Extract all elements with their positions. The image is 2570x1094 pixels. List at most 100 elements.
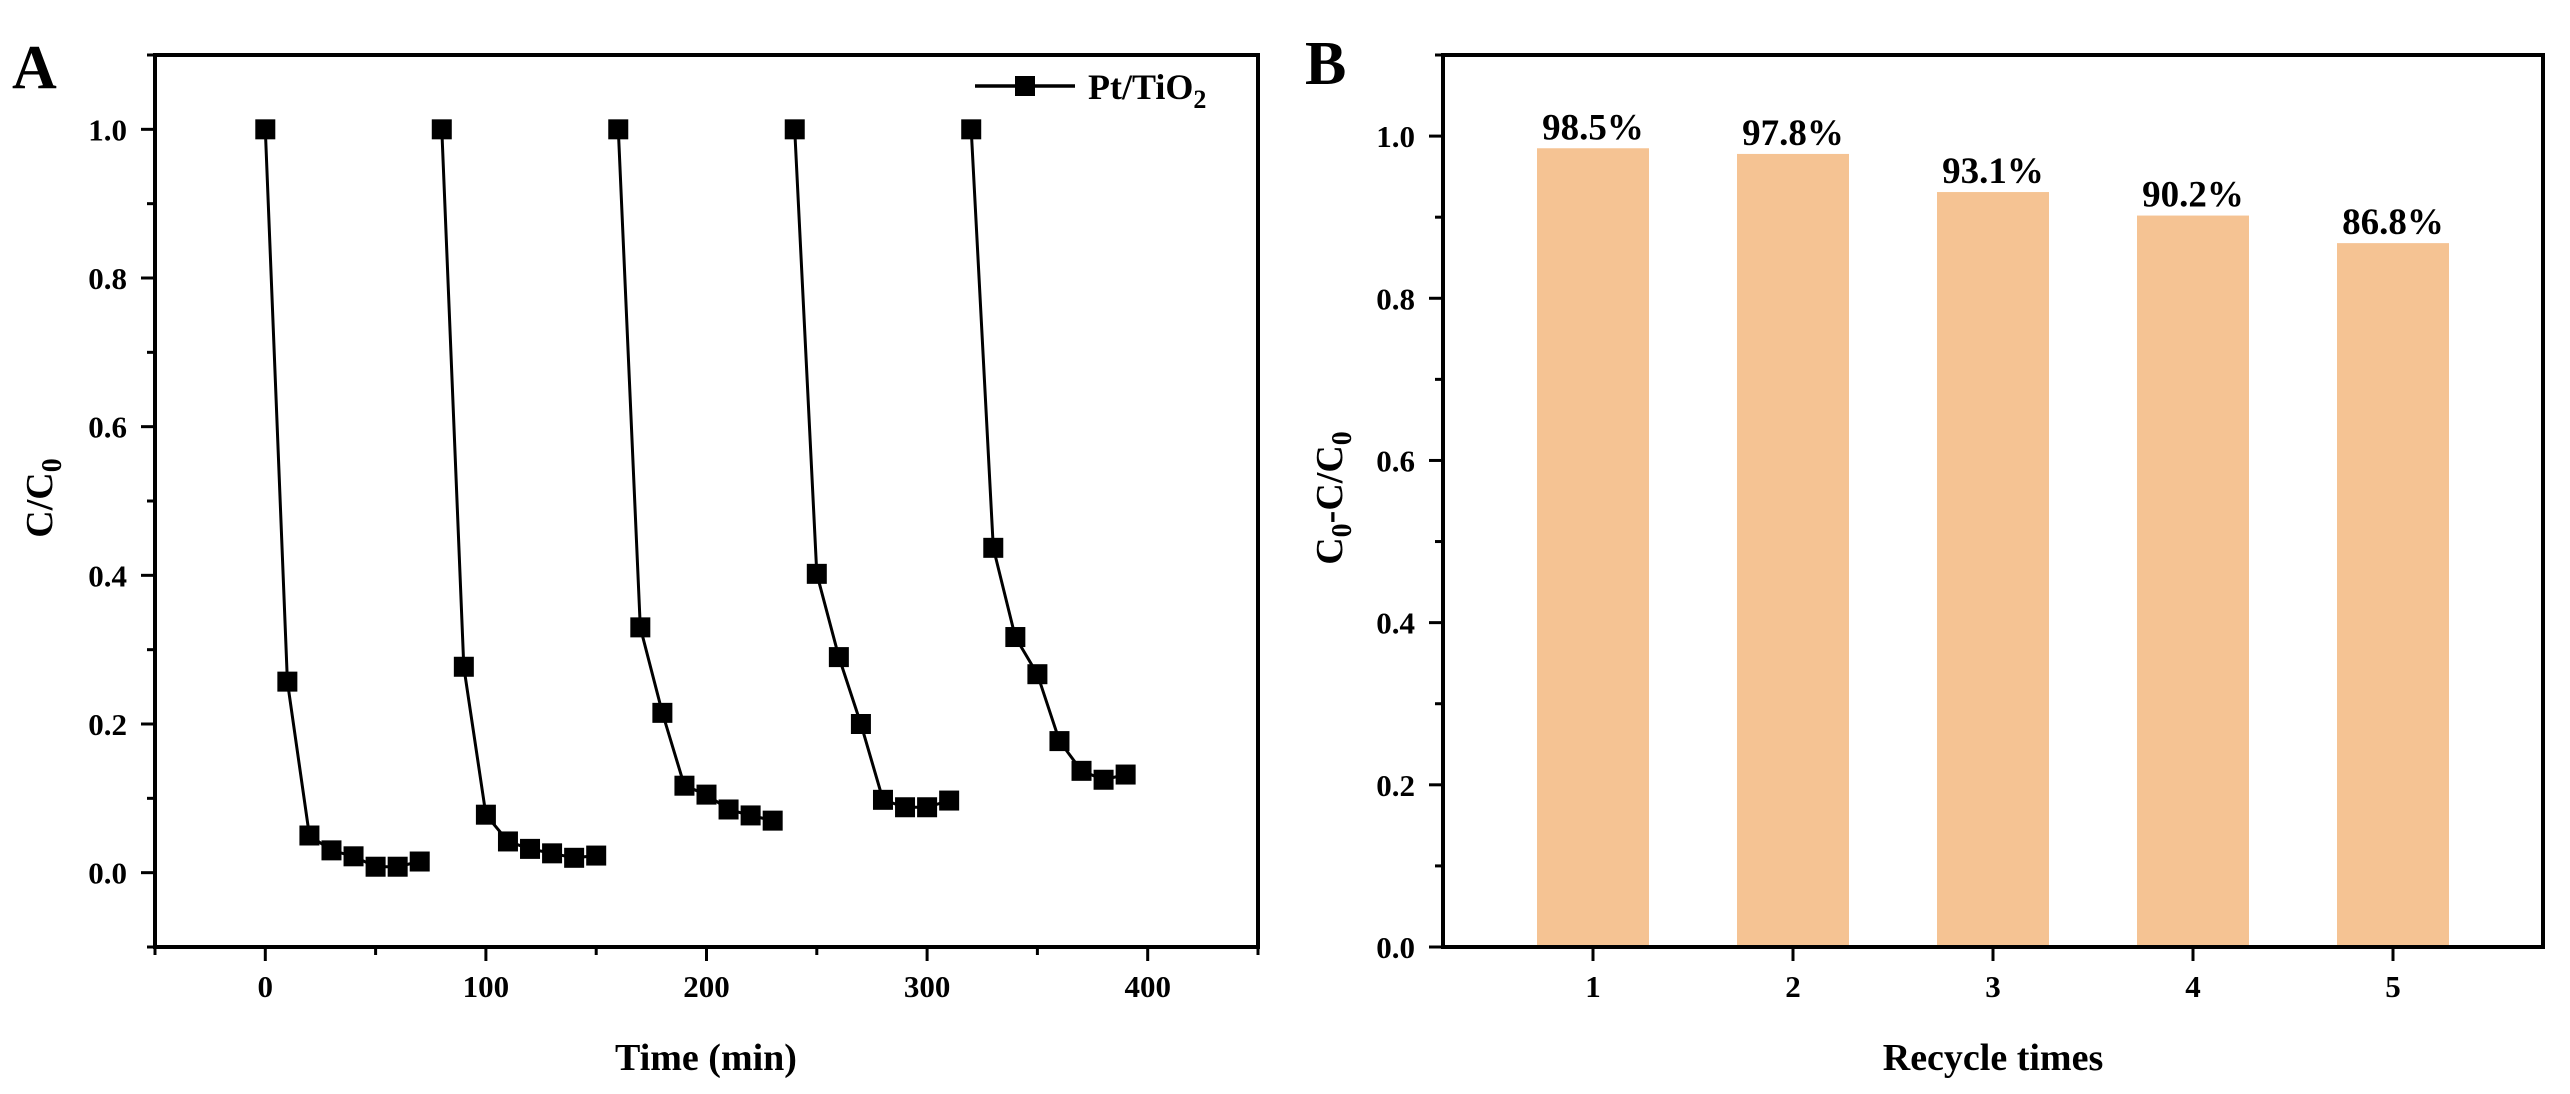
chart-b-data-labels: 98.5% 97.8% 93.1% 90.2% 86.8% bbox=[1542, 107, 2444, 243]
y-tick-label: 0.0 bbox=[88, 856, 127, 891]
data-point bbox=[652, 702, 673, 723]
data-point bbox=[872, 789, 893, 810]
data-point bbox=[740, 805, 761, 826]
series-line bbox=[969, 129, 1126, 782]
y-tick-label: 0.8 bbox=[88, 261, 127, 296]
legend-label-sub: 2 bbox=[1193, 85, 1206, 114]
legend-label: Pt/TiO2 bbox=[1088, 67, 1206, 114]
y-tick-label: 1.0 bbox=[88, 112, 127, 147]
x-tick-label: 1 bbox=[1585, 969, 1601, 1004]
data-point bbox=[387, 856, 408, 877]
data-point bbox=[983, 537, 1004, 558]
chart-a-ticks: 0 100 200 300 400 0.0 0.2 0.4 0.6 0.8 1.0 bbox=[88, 53, 1260, 1004]
data-point bbox=[939, 790, 960, 811]
chart-b-bars bbox=[1537, 148, 2449, 948]
x-tick-label: 2 bbox=[1785, 969, 1801, 1004]
chart-b: 98.5% 97.8% 93.1% 90.2% 86.8% 1 2 3 4 5 0.0 0.2 0.4… bbox=[1309, 53, 2545, 1079]
data-point bbox=[321, 840, 342, 861]
data-point bbox=[299, 825, 320, 846]
x-tick-label: 0 bbox=[258, 969, 274, 1004]
series-line bbox=[440, 129, 597, 860]
panel-label-a: A bbox=[12, 34, 57, 102]
y-tick-label: 0.0 bbox=[1376, 930, 1415, 965]
data-point bbox=[1093, 769, 1114, 790]
data-point bbox=[255, 119, 276, 140]
panel-label-b: B bbox=[1305, 30, 1346, 98]
data-point bbox=[1027, 664, 1048, 685]
data-point bbox=[365, 856, 386, 877]
chart-a-xlabel: Time (min) bbox=[615, 1037, 797, 1079]
chart-b-ticks: 1 2 3 4 5 0.0 0.2 0.4 0.6 0.8 1.0 bbox=[1376, 53, 2401, 1004]
x-tick-label: 4 bbox=[2185, 969, 2201, 1004]
data-point bbox=[586, 845, 607, 866]
data-point bbox=[674, 775, 695, 796]
data-point bbox=[343, 846, 364, 867]
chart-b-ylabel-p2: -C/C bbox=[1309, 445, 1351, 523]
chart-b-ylabel: C0-C/C0 bbox=[1309, 431, 1358, 565]
x-tick-label: 200 bbox=[683, 969, 730, 1004]
y-tick-label: 0.2 bbox=[1376, 768, 1415, 803]
bar bbox=[2137, 215, 2249, 947]
data-point bbox=[762, 810, 783, 831]
data-point bbox=[718, 799, 739, 820]
y-tick-label: 0.6 bbox=[1376, 443, 1415, 478]
series-line bbox=[616, 129, 774, 823]
chart-a-lines bbox=[263, 129, 1126, 869]
bar-data-label: 93.1% bbox=[1942, 151, 2044, 192]
chart-a-ylabel: C/C0 bbox=[19, 458, 68, 537]
data-point bbox=[431, 119, 452, 140]
data-point bbox=[520, 838, 541, 859]
data-point bbox=[828, 647, 849, 668]
data-point bbox=[542, 843, 563, 864]
data-point bbox=[409, 851, 430, 872]
y-tick-label: 0.4 bbox=[88, 558, 127, 593]
y-tick-label: 1.0 bbox=[1376, 119, 1415, 154]
chart-a: 0 100 200 300 400 0.0 0.2 0.4 0.6 0.8 1.0 Time (mi… bbox=[19, 53, 1260, 1079]
x-tick-label: 100 bbox=[463, 969, 510, 1004]
data-point bbox=[1049, 731, 1070, 752]
bar-data-label: 97.8% bbox=[1742, 113, 1844, 154]
chart-b-ylabel-s1: 0 bbox=[1327, 523, 1358, 537]
bar-data-label: 98.5% bbox=[1542, 107, 1644, 148]
bar bbox=[1937, 192, 2049, 947]
data-point bbox=[696, 784, 717, 805]
data-point bbox=[608, 119, 629, 140]
series-line bbox=[263, 129, 421, 869]
data-point bbox=[475, 804, 496, 825]
x-tick-label: 3 bbox=[1985, 969, 2001, 1004]
x-tick-label: 400 bbox=[1124, 969, 1171, 1004]
data-point bbox=[564, 847, 585, 868]
data-point bbox=[850, 714, 871, 734]
y-tick-label: 0.8 bbox=[1376, 281, 1415, 316]
chart-a-ylabel-main: C/C bbox=[19, 472, 61, 537]
y-tick-label: 0.2 bbox=[88, 707, 127, 742]
bar bbox=[1537, 148, 1649, 948]
data-point bbox=[895, 797, 916, 818]
data-point bbox=[961, 119, 982, 140]
chart-b-xlabel: Recycle times bbox=[1883, 1037, 2104, 1079]
data-point bbox=[806, 563, 827, 584]
x-tick-label: 5 bbox=[2385, 969, 2401, 1004]
data-point bbox=[1005, 627, 1026, 648]
data-point bbox=[1071, 760, 1092, 781]
bar-data-label: 90.2% bbox=[2142, 175, 2244, 216]
chart-a-legend: Pt/TiO2 bbox=[975, 67, 1206, 114]
bar bbox=[1737, 153, 1849, 947]
data-point bbox=[917, 797, 938, 818]
y-tick-label: 0.4 bbox=[1376, 606, 1415, 641]
data-point bbox=[497, 831, 518, 852]
chart-a-points bbox=[255, 119, 1136, 877]
data-point bbox=[277, 671, 298, 692]
chart-a-ylabel-sub: 0 bbox=[37, 458, 68, 472]
y-tick-label: 0.6 bbox=[88, 410, 127, 445]
bar-data-label: 86.8% bbox=[2342, 202, 2444, 243]
legend-marker bbox=[1015, 76, 1035, 96]
bar bbox=[2337, 243, 2449, 947]
chart-b-ylabel-p1: C bbox=[1309, 537, 1351, 564]
data-point bbox=[630, 617, 651, 638]
data-point bbox=[1115, 764, 1136, 785]
chart-a-frame bbox=[153, 53, 1260, 949]
series-line bbox=[793, 129, 950, 809]
legend-label-main: Pt/TiO bbox=[1088, 67, 1193, 107]
